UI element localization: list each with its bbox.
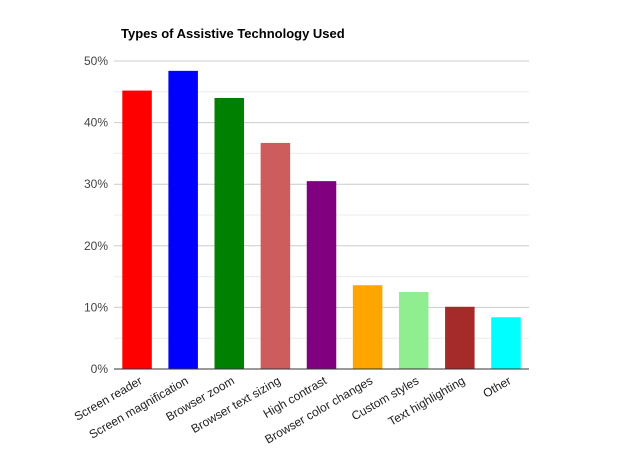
bar-browser-color-changes[interactable] xyxy=(352,285,383,369)
y-axis-ticks: 0% 10% 20% 30% 40% 50% xyxy=(84,54,108,376)
bar-custom-styles[interactable] xyxy=(398,292,429,369)
bar-browser-text-sizing[interactable] xyxy=(260,142,291,369)
y-tick-label: 10% xyxy=(84,300,108,314)
y-tick-label: 20% xyxy=(84,239,108,253)
y-tick-label: 30% xyxy=(84,177,108,191)
bar-high-contrast[interactable] xyxy=(306,181,337,369)
bars xyxy=(122,70,521,370)
bar-screen-magnification[interactable] xyxy=(168,70,198,369)
x-category-label: Other xyxy=(480,373,513,400)
bar-browser-zoom[interactable] xyxy=(214,97,245,370)
bar-screen-reader[interactable] xyxy=(122,90,152,370)
chart-title: Types of Assistive Technology Used xyxy=(121,26,345,41)
y-tick-label: 50% xyxy=(84,54,108,68)
bar-text-highlighting[interactable] xyxy=(445,306,475,369)
y-tick-label: 40% xyxy=(84,116,108,130)
bar-other[interactable] xyxy=(491,317,521,369)
y-tick-label: 0% xyxy=(91,362,109,376)
